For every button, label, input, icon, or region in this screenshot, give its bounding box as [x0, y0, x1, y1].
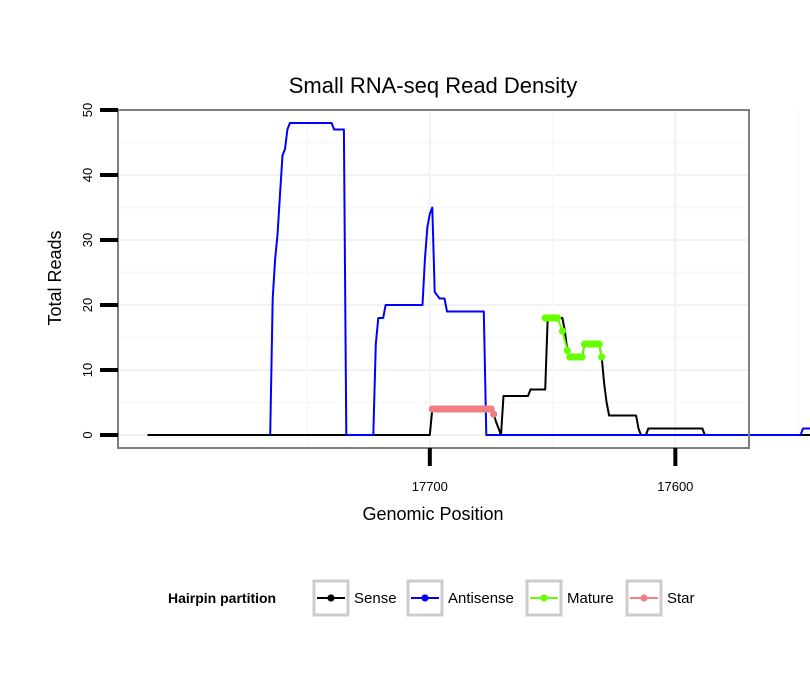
data-point-mature [595, 340, 603, 348]
data-point-mature [553, 314, 562, 322]
data-point-mature [598, 353, 606, 361]
axes: 0 10 20 30 40 50 17700 17600 [80, 103, 693, 494]
series-line-antisense [269, 122, 810, 436]
legend-marker-star [640, 594, 648, 602]
legend-label-star: Star [667, 590, 695, 607]
legend-title: Hairpin partition [168, 590, 276, 606]
data-point-mature [578, 353, 586, 361]
plot-border [117, 109, 750, 449]
y-axis-tick-label: 10 [80, 363, 95, 377]
x-axis-label: Genomic Position [362, 504, 503, 524]
legend-label-antisense: Antisense [448, 590, 514, 607]
y-axis-tick-label: 50 [80, 103, 95, 117]
legend-marker-mature [540, 594, 548, 602]
chart-title: Small RNA-seq Read Density [289, 73, 578, 98]
data-point-star [490, 410, 498, 418]
data-point-mature [558, 327, 567, 335]
y-axis-tick-label: 0 [80, 431, 95, 438]
data-point-mature [563, 346, 571, 355]
y-axis-tick-label: 40 [80, 168, 95, 182]
y-axis-tick-label: 20 [80, 298, 95, 312]
y-axis-label: Total Reads [45, 230, 65, 325]
series-layer [147, 122, 810, 436]
legend-label-sense: Sense [354, 590, 397, 607]
legend-marker-sense [327, 594, 335, 602]
legend-marker-antisense [421, 594, 429, 602]
y-axis-tick-label: 30 [80, 233, 95, 247]
legend-label-mature: Mature [567, 590, 614, 607]
legend: Hairpin partition Sense Antisense Mature St… [168, 579, 695, 617]
x-axis-tick-label: 17600 [657, 479, 693, 494]
x-axis-tick-label: 17700 [412, 479, 448, 494]
